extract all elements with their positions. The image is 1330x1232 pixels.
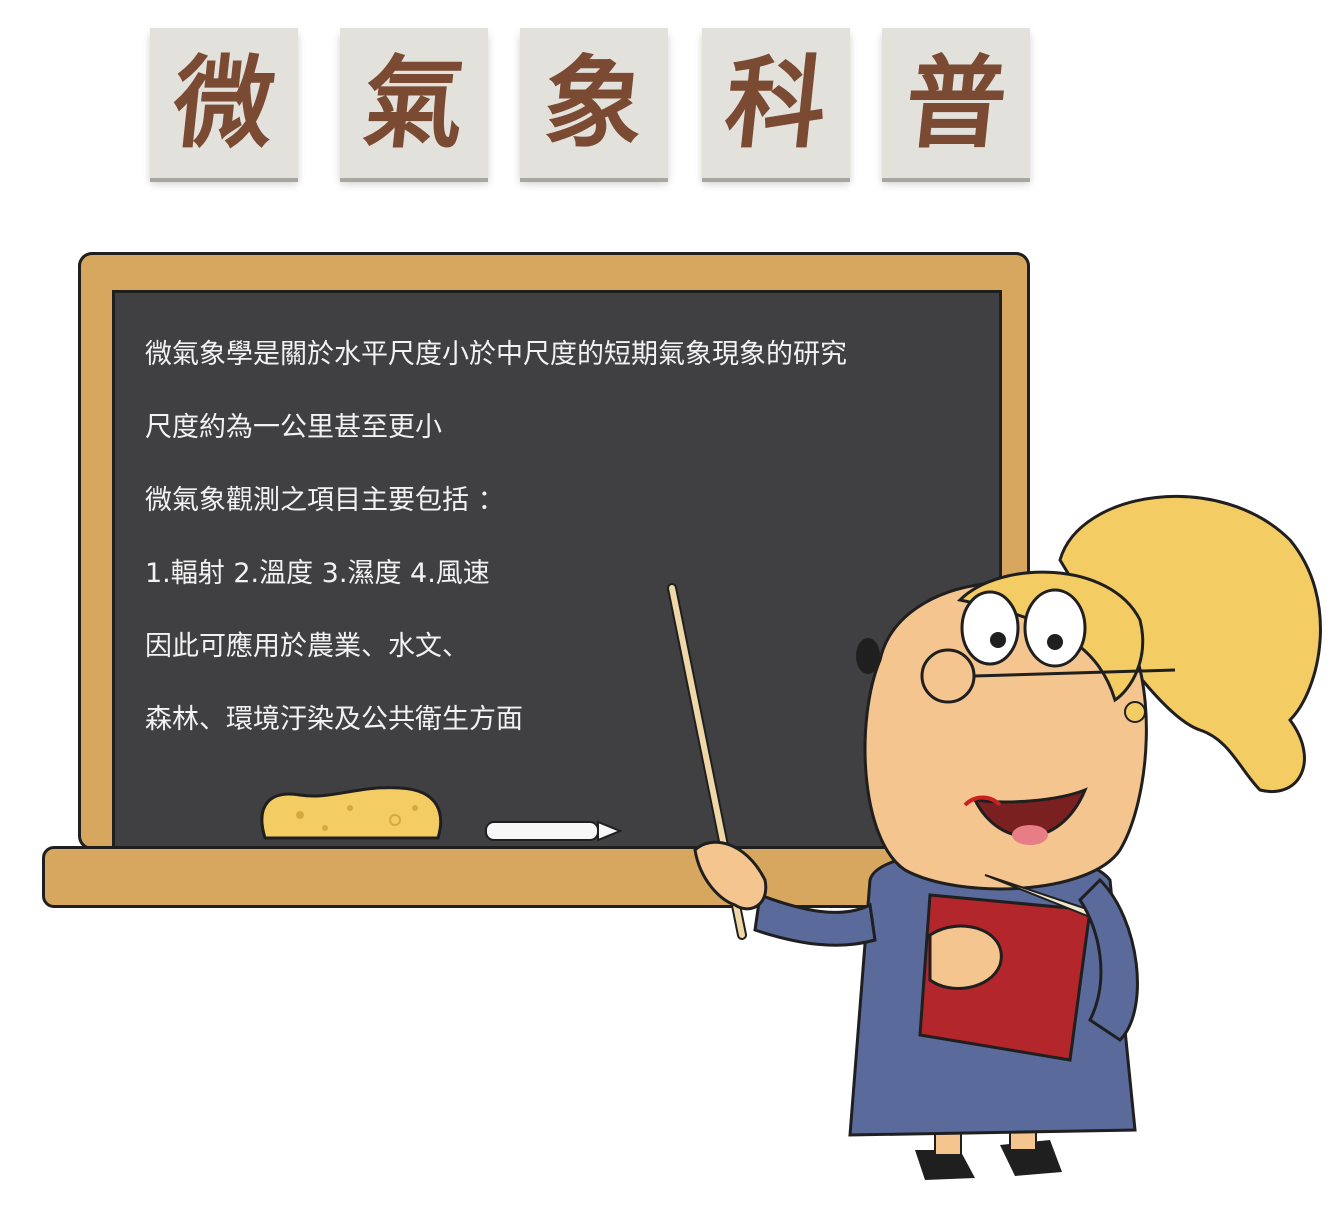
title-tile: 微	[150, 28, 298, 178]
board-line: 尺度約為一公里甚至更小	[145, 412, 442, 443]
title-tile: 科	[702, 28, 850, 178]
board-line: 微氣象學是關於水平尺度小於中尺度的短期氣象現象的研究	[145, 339, 847, 370]
teacher-icon	[667, 494, 1322, 1180]
title-tile: 氣	[340, 28, 488, 178]
chalkboard-text: 微氣象學是關於水平尺度小於中尺度的短期氣象現象的研究 尺度約為一公里甚至更小 微…	[145, 336, 847, 774]
title-banner: 微 氣 象 科 普	[0, 0, 1330, 200]
board-line: 因此可應用於農業、水文、	[145, 631, 469, 662]
board-line: 1.輻射 2.溫度 3.濕度 4.風速	[145, 558, 490, 589]
sponge-icon	[260, 786, 443, 840]
board-line: 微氣象觀測之項目主要包括 ：	[145, 485, 505, 516]
title-tile: 普	[882, 28, 1030, 178]
board-line: 森林、環境汙染及公共衛生方面	[145, 704, 523, 735]
title-tile: 象	[520, 28, 668, 178]
chalk-icon	[485, 820, 623, 842]
